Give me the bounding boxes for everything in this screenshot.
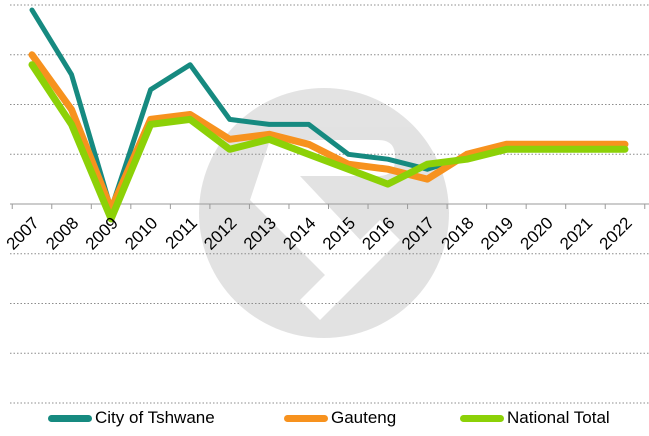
x-tick-label: 2022 <box>596 213 636 253</box>
legend-item-city-of-tshwane: City of Tshwane <box>48 408 215 428</box>
x-tick-label: 2021 <box>556 213 596 253</box>
x-tick-label: 2009 <box>82 213 122 253</box>
legend-label: City of Tshwane <box>95 408 215 427</box>
legend-swatch <box>48 414 92 422</box>
x-tick-label: 2010 <box>121 213 161 253</box>
x-tick-label: 2007 <box>3 213 43 253</box>
legend-item-national-total: National Total <box>460 408 610 428</box>
series-line-national-total <box>28 61 629 223</box>
legend-label: National Total <box>507 408 610 427</box>
x-tick-label: 2011 <box>162 213 201 252</box>
x-tick-label: 2008 <box>42 213 82 253</box>
legend-item-gauteng: Gauteng <box>284 408 396 428</box>
watermark-logo <box>199 88 449 338</box>
legend-label: Gauteng <box>331 408 397 427</box>
series-lines <box>28 7 629 223</box>
legend: City of Tshwane Gauteng National Total <box>0 408 649 436</box>
x-tick-label: 2020 <box>517 213 557 253</box>
x-tick-label: 2019 <box>477 213 517 253</box>
legend-swatch <box>284 414 328 422</box>
legend-swatch <box>460 414 504 422</box>
